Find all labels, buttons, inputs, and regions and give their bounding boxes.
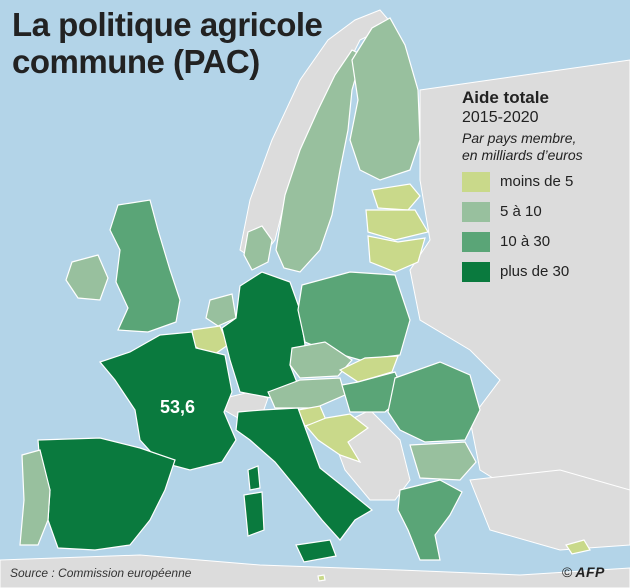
source-note: Source : Commission européenne xyxy=(10,566,192,580)
latvia xyxy=(365,209,429,241)
spain xyxy=(37,437,176,551)
lithuania xyxy=(367,235,426,273)
estonia xyxy=(371,183,421,211)
afp-logo: AFP xyxy=(575,564,605,580)
france-value-label: 53,6 xyxy=(160,397,196,417)
sardinia xyxy=(243,491,265,537)
bulgaria xyxy=(409,441,477,481)
denmark xyxy=(243,225,273,271)
legend-swatch-under-5 xyxy=(462,172,490,192)
legend-item-5-to-10: 5 à 10 xyxy=(462,202,627,224)
france xyxy=(98,331,237,471)
legend-period: 2015-2020 xyxy=(462,109,539,126)
legend-subtitle: Par pays membre, en milliards d’euros xyxy=(462,130,627,164)
turkey-region xyxy=(469,469,630,551)
ireland xyxy=(65,254,109,301)
cyprus xyxy=(565,539,591,555)
legend-subtitle-line1: Par pays membre, xyxy=(462,130,577,146)
greece xyxy=(397,479,463,561)
legend-title: Aide totale xyxy=(462,88,549,107)
legend-subtitle-line2: en milliards d’euros xyxy=(462,147,583,163)
united-kingdom xyxy=(109,199,181,333)
map-title-line2: commune (PAC) xyxy=(12,43,260,80)
legend-item-over-30: plus de 30 xyxy=(462,262,627,284)
legend-label-10-to-30: 10 à 30 xyxy=(500,233,551,250)
czech-republic xyxy=(289,341,353,379)
legend-item-under-5: moins de 5 xyxy=(462,172,627,194)
croatia xyxy=(304,413,370,464)
north-africa-region xyxy=(0,554,630,588)
afp-credit: © AFP xyxy=(562,564,605,580)
legend-label-over-30: plus de 30 xyxy=(500,263,570,280)
slovakia xyxy=(338,355,399,383)
legend-swatch-over-30 xyxy=(462,262,490,282)
legend: Aide totale 2015-2020 Par pays membre, e… xyxy=(462,88,627,284)
romania xyxy=(387,361,481,443)
map-title-line1: La politique agricole xyxy=(12,6,323,43)
legend-item-10-to-30: 10 à 30 xyxy=(462,232,627,254)
netherlands xyxy=(205,293,237,327)
legend-swatch-10-to-30 xyxy=(462,232,490,252)
germany xyxy=(221,271,306,399)
finland xyxy=(349,17,421,181)
sicily xyxy=(295,539,337,563)
sweden xyxy=(275,49,363,273)
legend-swatch-5-to-10 xyxy=(462,202,490,222)
malta xyxy=(317,574,326,582)
corsica xyxy=(247,465,261,491)
portugal xyxy=(19,449,51,546)
legend-label-5-to-10: 5 à 10 xyxy=(500,203,542,220)
legend-label-under-5: moins de 5 xyxy=(500,173,574,190)
italy xyxy=(235,407,374,541)
copyright-symbol: © xyxy=(562,564,573,580)
map-title: La politique agricole commune (PAC) xyxy=(12,6,323,80)
